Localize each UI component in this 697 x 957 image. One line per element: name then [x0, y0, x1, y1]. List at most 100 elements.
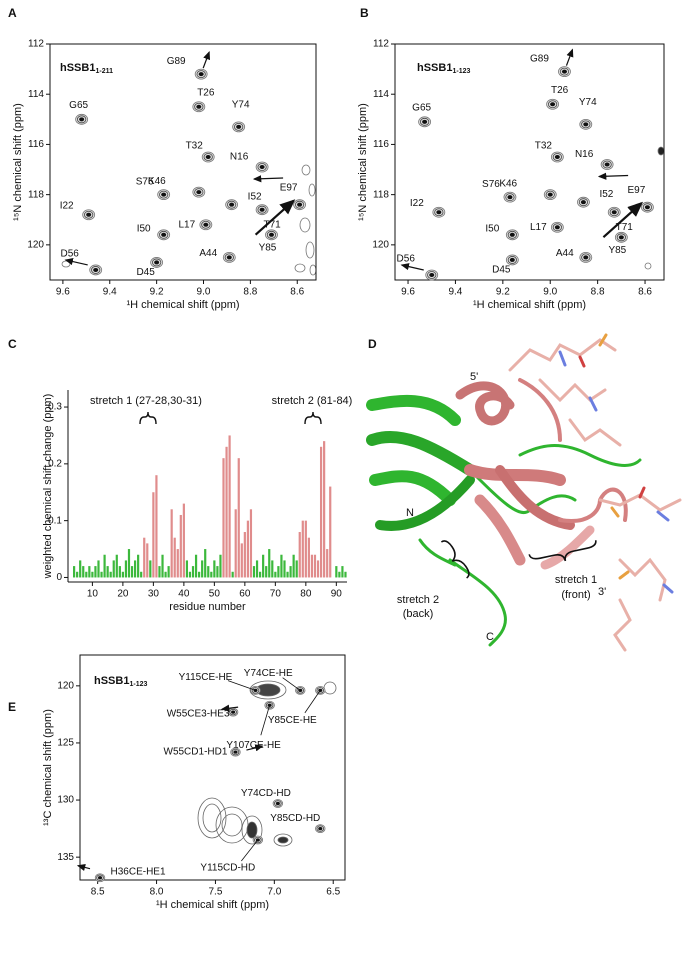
bar — [191, 566, 195, 578]
bar — [222, 458, 225, 578]
panel-letter: D — [368, 337, 377, 351]
x-tick-label: 9.2 — [496, 287, 510, 298]
contour — [194, 188, 204, 197]
peak — [577, 196, 590, 208]
peak-label: W55CE3-HE3 — [167, 709, 230, 720]
peak — [222, 252, 236, 263]
bar — [216, 566, 219, 578]
peak-label: E97 — [628, 185, 646, 196]
bar — [289, 566, 292, 578]
background-contours — [61, 146, 665, 276]
bar — [295, 560, 298, 578]
spectrum-title: hSSB11-123 — [417, 62, 470, 75]
contour — [275, 801, 280, 806]
peak-label: A44 — [199, 248, 217, 259]
peak-label: I50 — [137, 223, 151, 234]
bar — [316, 560, 320, 578]
peak-label: Y74CE-HE — [244, 668, 293, 679]
annotation-braces — [139, 411, 322, 425]
bar — [344, 571, 347, 578]
contour — [233, 750, 238, 754]
bar — [268, 549, 271, 578]
contour — [259, 165, 265, 170]
peak-label: Y107CE-HE — [226, 740, 281, 751]
bar — [140, 571, 143, 578]
contour — [159, 190, 169, 199]
title-text: hSSB1 — [94, 675, 129, 687]
contour — [316, 687, 325, 694]
contour — [161, 232, 167, 237]
leader-line — [282, 677, 301, 691]
peak — [232, 121, 246, 133]
stretch-label: stretch 2 — [397, 594, 439, 606]
stretch-brackets — [440, 540, 597, 579]
bar — [277, 566, 280, 578]
contour — [205, 154, 211, 159]
leader-line — [241, 839, 259, 862]
peak — [225, 199, 239, 211]
protein-structure — [366, 378, 642, 647]
contour — [547, 192, 553, 197]
shift-arrow — [76, 863, 91, 871]
bar — [313, 554, 317, 578]
x-tick-label: 70 — [270, 589, 282, 600]
peak-label: Y74 — [579, 97, 597, 108]
peak-label: L17 — [530, 222, 547, 233]
peak — [89, 264, 103, 276]
bar — [149, 560, 152, 578]
x-tick-label: 8.6 — [290, 287, 304, 298]
peak-label: Y74CD-HD — [241, 788, 291, 799]
peak — [607, 206, 621, 218]
stretch-label: (front) — [561, 589, 590, 601]
bar — [188, 571, 192, 578]
shift-arrow — [597, 172, 629, 180]
contour — [554, 154, 560, 159]
peak — [315, 824, 326, 834]
bar — [106, 566, 109, 578]
peak-label: D45 — [492, 265, 511, 276]
bar — [112, 560, 115, 578]
contour — [251, 687, 260, 694]
title-text: hSSB1 — [60, 62, 95, 74]
peak — [230, 747, 241, 757]
bar — [204, 549, 207, 578]
peak — [227, 707, 239, 717]
peak — [550, 221, 564, 233]
contour — [203, 153, 213, 161]
peak — [543, 189, 557, 201]
peak-label: H36CE-HE1 — [111, 866, 166, 877]
contour — [604, 162, 610, 167]
shift-arrow — [565, 48, 574, 66]
contour — [583, 255, 589, 260]
y-tick-label: 116 — [28, 139, 44, 150]
contour — [98, 876, 103, 880]
contour — [578, 198, 589, 207]
contour — [196, 104, 202, 109]
bar — [240, 543, 243, 578]
bar — [85, 571, 88, 578]
panel-letter: A — [8, 6, 17, 20]
contour — [198, 72, 204, 77]
peak-label: Y85CD-HD — [270, 813, 320, 824]
contour — [229, 708, 237, 716]
shift-arrow — [400, 263, 424, 271]
peak — [600, 159, 614, 170]
peak — [94, 873, 106, 883]
y-tick-label: 114 — [28, 89, 44, 100]
bar — [152, 492, 155, 578]
x-tick-label: 8.5 — [91, 887, 105, 898]
bar — [198, 571, 201, 578]
x-axis-label: residue number — [169, 601, 246, 613]
plot-frame — [394, 43, 665, 281]
y-tick-label: 118 — [28, 189, 44, 200]
peak — [293, 199, 306, 211]
contour — [196, 70, 206, 79]
stretch-label: stretch 1 — [555, 574, 597, 586]
plot-frame — [79, 654, 346, 881]
bar — [310, 554, 314, 578]
contour — [253, 688, 258, 693]
contour — [581, 120, 591, 129]
peak — [157, 229, 171, 241]
contour — [84, 210, 94, 219]
